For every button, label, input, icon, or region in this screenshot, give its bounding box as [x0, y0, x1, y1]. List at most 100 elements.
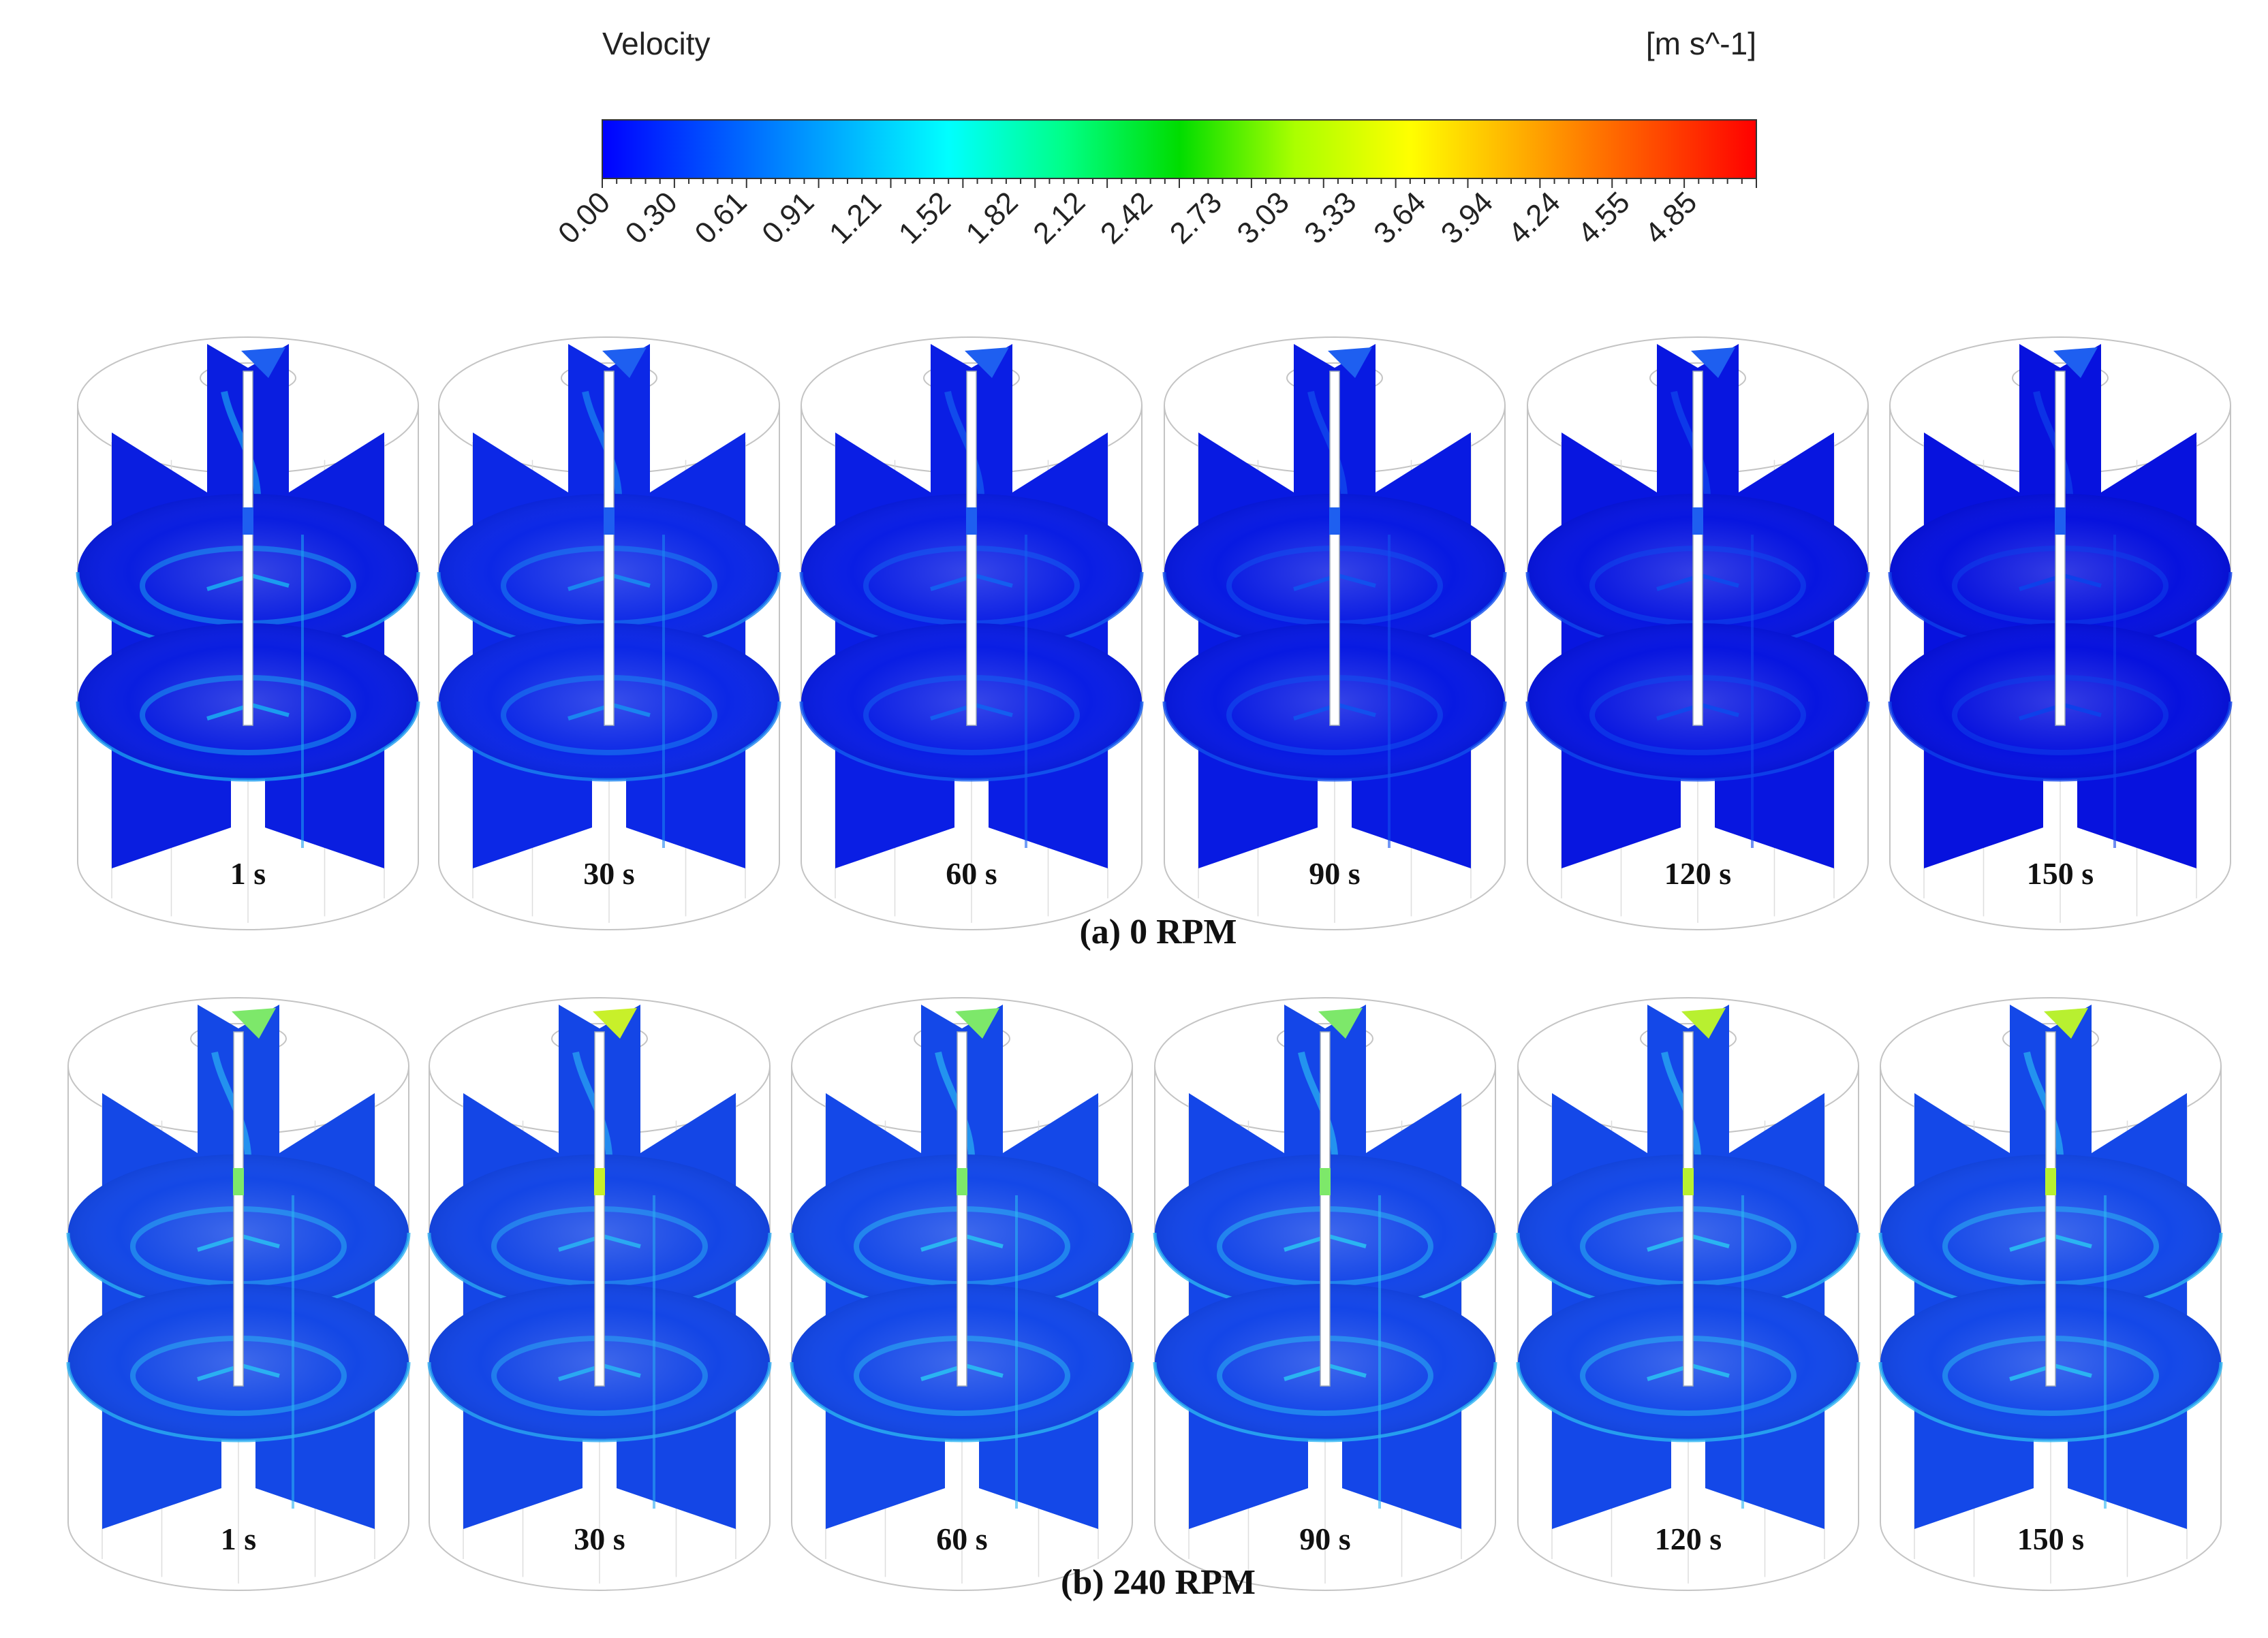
disc-edge-highlight	[790, 1361, 1134, 1443]
disc-edge-highlight	[1516, 1361, 1861, 1443]
impeller-shaft	[233, 1031, 244, 1387]
colorbar-tick-label: 1.21	[823, 185, 888, 250]
shaft-top-flow-region	[2044, 1008, 2088, 1039]
colorbar: Velocity [m s^-1] 0.00 0.30 0.61 0.91 1.21 1.…	[552, 26, 1757, 251]
disc-edge-highlight	[1153, 1361, 1497, 1443]
velocity-contour-panel	[799, 336, 1144, 930]
disc-edge-highlight	[66, 1361, 411, 1443]
shaft-top-flow-region	[2053, 347, 2098, 378]
row-caption: (a) 0 RPM	[1079, 913, 1237, 951]
shaft-top-flow-region	[965, 347, 1009, 378]
disc-edge-highlight	[1888, 701, 2233, 782]
tank-bottom-rim	[67, 1522, 409, 1591]
colorbar-tick-label: 4.85	[1638, 185, 1703, 250]
colorbar-tick-label: 2.12	[1027, 185, 1091, 250]
shaft-top-flow-region	[602, 347, 647, 378]
time-label: 1 s	[230, 856, 266, 891]
disc-edge-highlight	[1878, 1361, 2223, 1443]
colorbar-tick-label: 1.52	[892, 185, 957, 250]
time-label: 60 s	[936, 1522, 987, 1556]
panel-rows: 1 s 30 s 60 s 90 s 120 s 150 s (a) 0 RPM 1 s 30 …	[66, 336, 2233, 1602]
colorbar-tick-label: 3.94	[1435, 185, 1500, 250]
colorbar-tick-label: 0.00	[552, 185, 617, 250]
colorbar-unit: [m s^-1]	[1646, 26, 1756, 61]
colorbar-tick-label: 3.03	[1231, 185, 1296, 250]
velocity-contour-panel	[76, 336, 420, 930]
colorbar-tick-label: 0.61	[689, 185, 754, 250]
time-label: 60 s	[946, 856, 997, 891]
disc-edge-highlight	[799, 701, 1144, 782]
shaft-flow-marker	[2055, 507, 2066, 535]
time-label: 1 s	[221, 1522, 256, 1556]
impeller-shaft	[2055, 371, 2066, 726]
impeller-shaft	[604, 371, 615, 726]
tank-bottom-rim	[1517, 1522, 1859, 1591]
impeller-shaft	[594, 1031, 605, 1387]
time-label: 150 s	[2017, 1522, 2084, 1556]
shaft-flow-marker	[2045, 1168, 2056, 1195]
tank-bottom-rim	[1164, 861, 1506, 930]
time-label: 30 s	[583, 856, 634, 891]
tank-bottom-rim	[429, 1522, 771, 1591]
colorbar-tick-label: 0.91	[756, 185, 820, 250]
colorbar-tick-labels: 0.00 0.30 0.61 0.91 1.21 1.52 1.82 2.12 2.42 2.73…	[552, 185, 1704, 250]
colorbar-tick-label: 0.30	[619, 185, 684, 250]
velocity-contour-panel	[66, 997, 411, 1591]
colorbar-tick-label: 3.33	[1298, 185, 1363, 250]
shaft-top-flow-region	[1681, 1008, 1726, 1039]
shaft-top-flow-region	[1318, 1008, 1363, 1039]
tank-bottom-rim	[1154, 1522, 1496, 1591]
velocity-contour-panel	[790, 997, 1134, 1591]
impeller-shaft	[243, 371, 253, 726]
shaft-flow-marker	[1692, 507, 1703, 535]
shaft-flow-marker	[1683, 1168, 1694, 1195]
colorbar-title: Velocity	[602, 26, 711, 61]
colorbar-tick-label: 2.73	[1164, 185, 1228, 250]
impeller-shaft	[1329, 371, 1340, 726]
impeller-shaft	[957, 1031, 967, 1387]
velocity-contour-panel	[1162, 336, 1507, 930]
velocity-contour-panel	[1888, 336, 2233, 930]
time-label: 150 s	[2027, 856, 2094, 891]
time-label: 90 s	[1309, 856, 1360, 891]
time-label: 120 s	[1664, 856, 1731, 891]
shaft-flow-marker	[966, 507, 977, 535]
panel-row: 1 s 30 s 60 s 90 s 120 s 150 s (a) 0 RPM	[76, 336, 2233, 951]
panel-row: 1 s 30 s 60 s 90 s 120 s 150 s (b) 240 RPM	[66, 997, 2223, 1602]
tank-bottom-rim	[1880, 1522, 2222, 1591]
velocity-contour-panel	[1153, 997, 1497, 1591]
colorbar-tick-label: 3.64	[1367, 185, 1432, 250]
impeller-shaft	[966, 371, 977, 726]
shaft-top-flow-region	[1691, 347, 1735, 378]
velocity-contour-panel	[1878, 997, 2223, 1591]
tank-bottom-rim	[77, 861, 419, 930]
tank-bottom-rim	[1527, 861, 1869, 930]
time-label: 30 s	[574, 1522, 625, 1556]
tank-bottom-rim	[1889, 861, 2231, 930]
shaft-flow-marker	[1329, 507, 1340, 535]
tank-bottom-rim	[801, 861, 1143, 930]
impeller-shaft	[2045, 1031, 2056, 1387]
shaft-top-flow-region	[241, 347, 285, 378]
velocity-contour-panel	[1525, 336, 1870, 930]
shaft-top-flow-region	[955, 1008, 999, 1039]
velocity-contour-panel	[427, 997, 772, 1591]
row-caption: (b) 240 RPM	[1061, 1563, 1256, 1602]
colorbar-tick-label: 4.55	[1572, 185, 1636, 250]
colorbar-tick-label: 1.82	[960, 185, 1025, 250]
impeller-shaft	[1692, 371, 1703, 726]
disc-edge-highlight	[1162, 701, 1507, 782]
colorbar-tick-label: 2.42	[1094, 185, 1159, 250]
disc-edge-highlight	[76, 701, 420, 782]
shaft-top-flow-region	[1328, 347, 1372, 378]
colorbar-bar	[602, 119, 1757, 179]
shaft-flow-marker	[1320, 1168, 1331, 1195]
impeller-shaft	[1683, 1031, 1694, 1387]
shaft-top-flow-region	[593, 1008, 637, 1039]
shaft-flow-marker	[604, 507, 615, 535]
shaft-flow-marker	[243, 507, 253, 535]
shaft-flow-marker	[957, 1168, 967, 1195]
colorbar-tick-label: 4.24	[1502, 185, 1567, 250]
disc-edge-highlight	[437, 701, 781, 782]
